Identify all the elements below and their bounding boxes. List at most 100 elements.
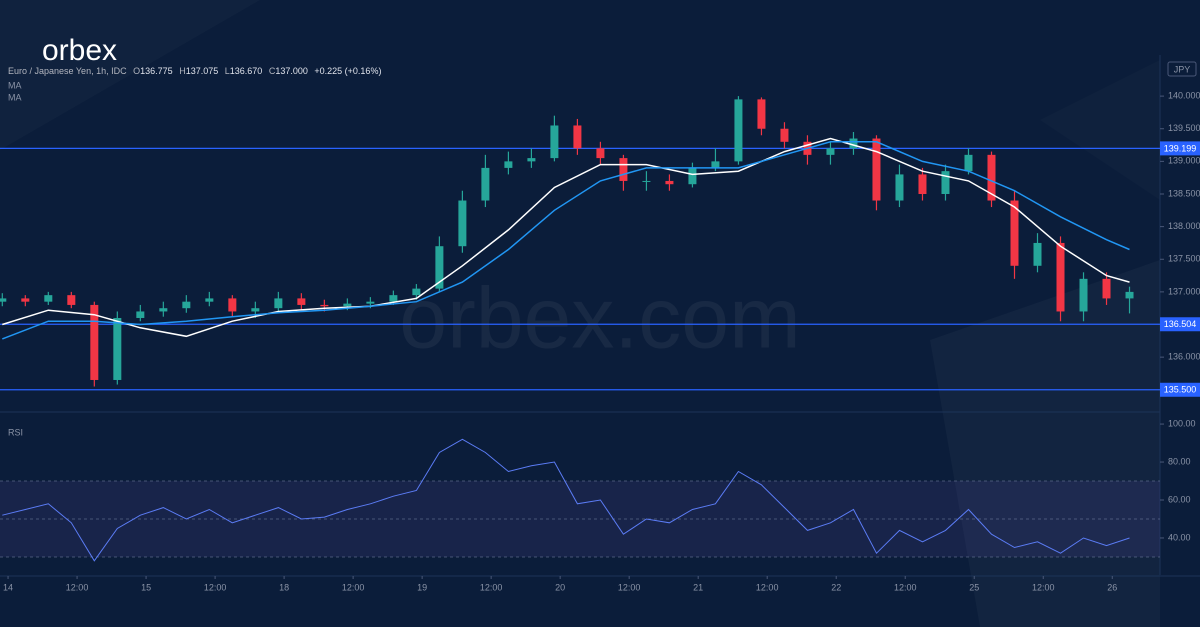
y-tick-label: 139.500 [1168, 123, 1200, 133]
x-tick-label: 12:00 [66, 582, 89, 592]
rsi-tick-label: 80.00 [1168, 456, 1191, 466]
label: C [269, 66, 276, 76]
candle-body [504, 161, 513, 168]
x-tick-label: 12:00 [756, 582, 779, 592]
info: Euro / Japanese Yen, 1h, IDC O136.775 H 1… [8, 66, 381, 437]
info-line: Euro / Japanese Yen, 1h, IDC O136.775 H 1… [8, 66, 381, 76]
value: 136.670 [230, 66, 263, 76]
candle-body [90, 304, 99, 380]
rsi-tick-label: 100.00 [1168, 418, 1196, 428]
candle-body [826, 148, 835, 155]
y-tick-label: 140.000 [1168, 90, 1200, 100]
level-badge [1160, 317, 1200, 332]
rsi-tick-label: 60.00 [1168, 494, 1191, 504]
label: O [133, 66, 140, 76]
candle-body [481, 167, 490, 201]
logo: orbex [42, 34, 117, 67]
candle-body [44, 295, 53, 302]
candle-body [1079, 278, 1088, 312]
currency-box [1167, 61, 1197, 77]
change: +0.225 (+0.16%) [314, 66, 381, 76]
candle-body [458, 200, 467, 247]
level-label: 139.199 [1164, 143, 1197, 153]
value: 136.775 [140, 66, 173, 76]
candle-body [1102, 278, 1111, 299]
y-tick-label: 139.000 [1168, 156, 1200, 166]
y-tick-label: 137.500 [1168, 254, 1200, 264]
candle-body [389, 295, 398, 302]
x-tick-label: 12:00 [342, 582, 365, 592]
candle-body [941, 171, 950, 194]
candle-body [1056, 242, 1065, 312]
candle-body [366, 301, 375, 304]
candle-body [849, 138, 858, 149]
candle-body [228, 298, 237, 312]
value: 137.000 [275, 66, 308, 76]
candle-body [1033, 242, 1042, 266]
candle-body [113, 317, 122, 380]
x-tick-label: 15 [141, 582, 151, 592]
candle-body [297, 298, 306, 305]
rsi-label: RSI [8, 427, 23, 437]
candle-body [343, 303, 352, 307]
candle-body [711, 161, 720, 168]
rsi-tick-label: 40.00 [1168, 532, 1191, 542]
x-tick-label: 21 [693, 582, 703, 592]
candle-body [274, 298, 283, 309]
x-tick-label: 20 [555, 582, 565, 592]
candle-body [619, 158, 628, 181]
candle-body [205, 298, 214, 302]
candle-body [872, 138, 881, 201]
candle-body [67, 295, 76, 305]
candle-body [182, 301, 191, 309]
candle-body [251, 308, 260, 312]
candle-body [757, 99, 766, 129]
candle-body [527, 158, 536, 162]
candle-body [734, 99, 743, 162]
level-label: 135.500 [1164, 385, 1197, 395]
x-tick-label: 14 [3, 582, 13, 592]
x-tick-label: 12:00 [480, 582, 503, 592]
y-tick-label: 138.000 [1168, 221, 1200, 231]
candle-body [21, 298, 30, 302]
x-tick-label: 12:00 [618, 582, 641, 592]
x-tick-label: 12:00 [204, 582, 227, 592]
candle-body [435, 246, 444, 289]
candle-body [136, 311, 145, 318]
candle-body [320, 304, 329, 307]
candle-body [665, 180, 674, 185]
ma-line [2, 137, 1130, 338]
level-badge [1160, 141, 1200, 156]
candle-body [987, 154, 996, 201]
x-tick-label: 12:00 [894, 582, 917, 592]
x-tick-label: 25 [969, 582, 979, 592]
candle-body [895, 174, 904, 201]
candle-body [642, 180, 651, 182]
candle-body [412, 288, 421, 296]
currency: JPY [1174, 64, 1191, 74]
y-tick-label: 137.000 [1168, 286, 1200, 296]
level-label: 136.504 [1164, 319, 1197, 329]
candle-body [1125, 291, 1134, 299]
candle-body [596, 148, 605, 159]
label: L [225, 66, 230, 76]
candle-body [1010, 200, 1019, 266]
x-tick-label: 18 [279, 582, 289, 592]
label: H [179, 66, 186, 76]
x-tick-label: 12:00 [1032, 582, 1055, 592]
x-tick-label: 19 [417, 582, 427, 592]
x-tick-label: 22 [831, 582, 841, 592]
x-tick-label: 26 [1107, 582, 1117, 592]
ma-line [2, 141, 1130, 340]
candle-body [964, 154, 973, 172]
candle-body [688, 167, 697, 185]
candle-body [550, 125, 559, 159]
legend-entry: MA [8, 92, 22, 102]
candle-body [573, 125, 582, 149]
symbol: Euro / Japanese Yen, 1h, IDC [8, 66, 127, 76]
level-badge [1160, 382, 1200, 397]
candle-body [0, 298, 7, 302]
